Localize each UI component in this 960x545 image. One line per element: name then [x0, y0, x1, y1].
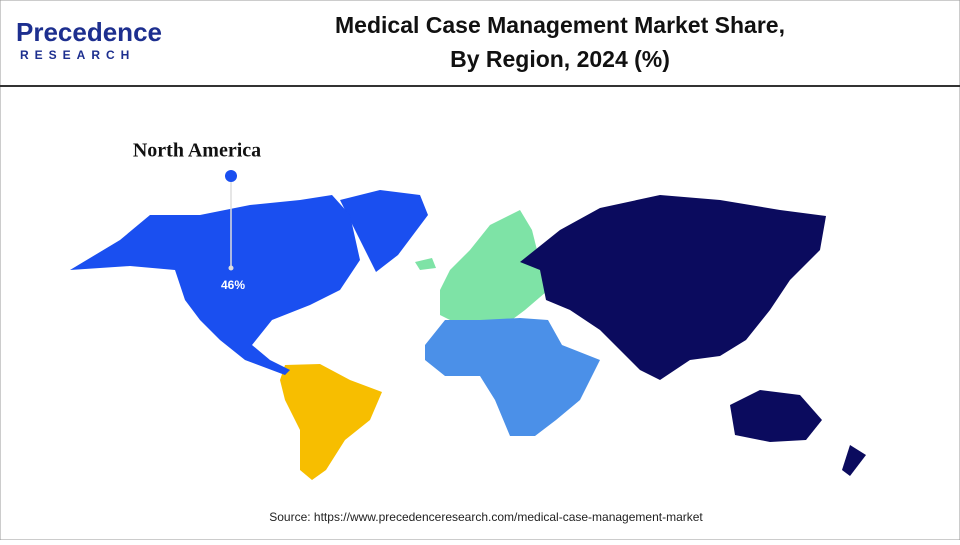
south-america	[280, 364, 382, 480]
region-label: North America	[133, 140, 261, 162]
pin-head	[225, 170, 237, 182]
title-line: Medical Case Management Market Share,	[335, 12, 785, 38]
iceland	[415, 258, 436, 270]
region	[70, 195, 360, 375]
greenland	[340, 190, 428, 272]
logo-name: Precedence	[16, 17, 162, 47]
data-layer: North America 46%	[70, 140, 360, 375]
new-zealand	[842, 445, 866, 476]
title-line: By Region, 2024 (%)	[450, 46, 670, 72]
logo-sub: RESEARCH	[20, 48, 135, 62]
source: Source: https://www.precedenceresearch.c…	[269, 510, 703, 524]
value-label: 46%	[221, 278, 245, 292]
africa	[425, 318, 600, 436]
asia	[520, 195, 826, 380]
europe	[440, 210, 546, 325]
pin-foot	[228, 265, 234, 271]
australia	[730, 390, 822, 442]
map	[280, 190, 866, 480]
